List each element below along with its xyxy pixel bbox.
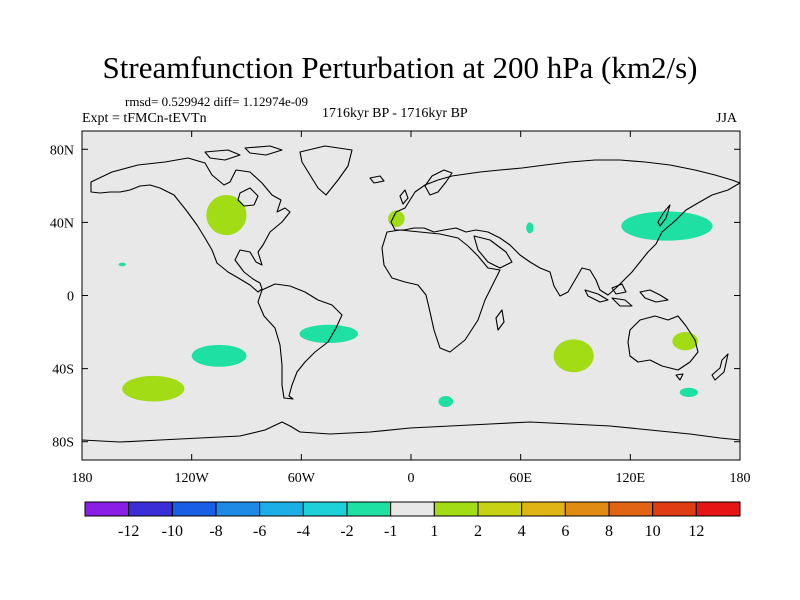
experiment-label: Expt = tFMCn-tEVTn [82,111,207,126]
y-tick-label: 80S [52,436,74,451]
colorbar-swatch [128,501,173,517]
colorbar-swatch [652,501,697,517]
colorbar-swatch [564,501,610,517]
coast-greenland [299,145,353,196]
colorbar-swatch [390,501,435,517]
colorbar-label: -2 [340,523,353,540]
colorbar-swatch [84,501,130,517]
colorbar-swatch [695,501,741,517]
anomaly-se-pacific [191,344,247,367]
y-tick-label: 0 [67,290,74,305]
coast-arabia [473,235,513,269]
colorbar-swatch [302,501,348,517]
y-tick-label: 80N [50,143,74,158]
x-tick-label: 180 [730,471,751,486]
anomaly-south-atlantic [299,324,358,344]
coast-africa [381,229,501,353]
colorbar-label: -4 [297,523,310,540]
anomaly-east-asia-north-pacific [621,211,713,241]
anomaly-iberia [388,210,405,227]
coast-british-isles [399,189,409,205]
coast-madagascar [495,309,505,331]
coast-arctic-islands [204,145,283,161]
x-tick-label: 60W [288,471,316,486]
x-tick-label: 120E [616,471,646,486]
coast-tasmania [675,373,684,381]
y-tick-label: 40S [52,363,74,378]
colorbar-swatch [477,501,523,517]
colorbar-swatch [521,501,566,517]
anomaly-indian-ocean [553,339,594,373]
anomaly-south-indian [438,396,454,407]
colorbar-swatch [346,501,392,517]
x-tick-label: 60E [509,471,532,486]
colorbar-label: -10 [162,523,183,540]
colorbar-label: -6 [253,523,266,540]
coastlines [81,145,741,443]
colorbar-label: 4 [518,523,526,540]
colorbar-swatch [215,501,261,517]
y-tick-label: 40N [50,216,74,231]
colorbar-swatch [433,501,479,517]
coast-hudson-bay [237,187,259,207]
season-label: JJA [716,111,738,126]
colorbar-swatch [171,501,217,517]
colorbar-label: 1 [430,523,438,540]
anomaly-central-asia [526,222,534,234]
coast-indonesia [584,283,669,307]
anomaly-australia [672,332,698,351]
colorbar-label: 10 [645,523,661,540]
coast-eurasia [390,159,741,297]
coast-north-america [90,157,291,293]
x-tick-label: 120W [175,471,210,486]
colorbar-label: 12 [688,523,704,540]
colorbar-label: -1 [384,523,397,540]
coast-australia [627,315,699,371]
coast-japan [657,204,671,227]
colorbar-label: -12 [118,523,139,540]
colorbar-label: 6 [561,523,569,540]
colorbar-label: -8 [209,523,222,540]
colorbar-swatch [259,501,304,517]
coast-scandinavia [424,169,453,196]
coast-iceland [369,175,385,184]
anomaly-hawaii [118,262,126,267]
coast-antarctica [81,421,741,443]
x-tick-label: 0 [408,471,415,486]
anomaly-south-pacific [122,375,185,402]
colorbar-label: 8 [605,523,613,540]
colorbar-label: 2 [474,523,482,540]
plot-background [81,130,741,461]
anomaly-north-america [206,194,247,236]
colorbar-swatch [608,501,654,517]
coast-new-zealand [711,353,729,381]
stats-line: rmsd= 0.529942 diff= 1.12974e-09 [125,94,309,109]
period-label: 1716kyr BP - 1716kyr BP [322,106,468,121]
anomaly-tasman [679,387,698,397]
chart-title: Streamfunction Perturbation at 200 hPa (… [102,50,698,85]
x-tick-label: 180 [72,471,93,486]
coast-south-america [257,283,343,400]
